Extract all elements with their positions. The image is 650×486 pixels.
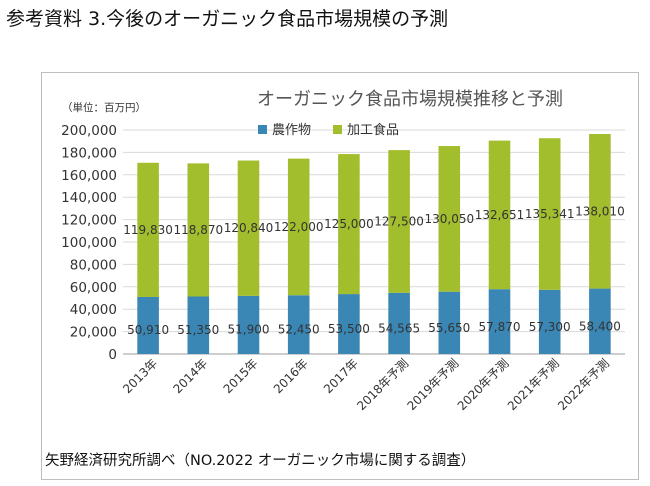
bar-segment-crops bbox=[488, 289, 511, 354]
x-tick-label: 2018年予測 bbox=[354, 356, 411, 413]
page-heading: 参考資料 3.今後のオーガニック食品市場規模の予測 bbox=[6, 8, 449, 30]
data-label: 118,870 bbox=[173, 223, 223, 237]
legend-swatch-crops bbox=[258, 125, 267, 134]
y-tick-label: 180,000 bbox=[61, 145, 117, 161]
data-label: 57,870 bbox=[479, 320, 521, 334]
y-tick-label: 160,000 bbox=[61, 168, 117, 184]
legend-label-processed-food: 加工食品 bbox=[347, 122, 399, 138]
legend-swatch-processed-food bbox=[333, 125, 342, 134]
bar-segment-processed-food bbox=[338, 154, 360, 295]
chart-title: オーガニック食品市場規模推移と予測 bbox=[257, 89, 563, 110]
x-tick-label: 2015年 bbox=[221, 356, 261, 396]
y-tick-label: 80,000 bbox=[70, 257, 117, 273]
data-label: 57,300 bbox=[529, 320, 571, 334]
bars bbox=[137, 134, 611, 354]
y-tick-label: 200,000 bbox=[61, 123, 117, 139]
data-label: 132,651 bbox=[475, 208, 525, 222]
bar-segment-processed-food bbox=[287, 158, 310, 296]
x-tick-label: 2021年予測 bbox=[505, 356, 562, 413]
data-label: 138,010 bbox=[575, 204, 625, 218]
legend: 農作物 加工食品 bbox=[258, 122, 399, 138]
y-tick-label: 140,000 bbox=[61, 190, 117, 206]
legend-label-crops: 農作物 bbox=[272, 123, 311, 138]
bar-segment-processed-food bbox=[237, 160, 260, 296]
bar-segment-crops bbox=[388, 292, 410, 354]
x-tick-label: 2016年 bbox=[271, 356, 311, 396]
bar-segment-crops bbox=[338, 294, 360, 354]
bar-segment-crops bbox=[589, 288, 611, 354]
bar-segment-processed-food bbox=[538, 138, 561, 290]
x-tick-label: 2022年予測 bbox=[555, 356, 612, 413]
data-label: 120,840 bbox=[224, 221, 274, 235]
x-tick-label: 2014年 bbox=[170, 356, 210, 396]
data-label: 125,000 bbox=[324, 217, 374, 231]
data-label: 122,000 bbox=[274, 220, 324, 234]
bar-segment-processed-food bbox=[137, 162, 159, 297]
data-label: 53,500 bbox=[328, 322, 370, 336]
bar-segment-processed-food bbox=[187, 163, 210, 297]
x-tick-label: 2013年 bbox=[120, 356, 160, 396]
data-label: 55,650 bbox=[428, 321, 470, 335]
y-tick-label: 20,000 bbox=[70, 325, 117, 341]
data-label: 54,565 bbox=[378, 321, 420, 335]
data-labels: 50,910 119,830 51,350 118,870 51,900 120,840 5… bbox=[123, 204, 624, 337]
y-tick-label: 120,000 bbox=[61, 213, 117, 229]
bar-segment-crops bbox=[287, 295, 310, 354]
bar-segment-processed-food bbox=[589, 134, 611, 289]
data-label: 58,400 bbox=[579, 320, 621, 334]
data-label: 119,830 bbox=[123, 223, 173, 237]
data-label: 51,900 bbox=[228, 323, 270, 337]
y-tick-label: 40,000 bbox=[70, 302, 117, 318]
data-label: 130,050 bbox=[424, 212, 474, 226]
bar-segment-crops bbox=[187, 296, 210, 354]
y-tick-label: 60,000 bbox=[70, 280, 117, 296]
bar-segment-processed-food bbox=[388, 150, 410, 293]
source-note: 矢野経済研究所調べ（NO.2022 オーガニック市場に関する調査） bbox=[45, 453, 476, 469]
x-tick-label: 2020年予測 bbox=[455, 356, 512, 413]
bar-segment-crops bbox=[538, 289, 561, 354]
data-label: 50,910 bbox=[127, 323, 169, 337]
stacked-bar-chart: 50,910 119,830 51,350 118,870 51,900 120,840 5… bbox=[61, 89, 625, 413]
bar-segment-crops bbox=[438, 291, 461, 354]
bar-segment-crops bbox=[137, 296, 159, 354]
x-tick-label: 2019年予測 bbox=[404, 356, 461, 413]
bar-segment-processed-food bbox=[488, 140, 511, 290]
x-tick-label: 2017年 bbox=[321, 356, 361, 396]
chart-frame: 50,910 119,830 51,350 118,870 51,900 120,840 5… bbox=[41, 72, 639, 480]
y-tick-label: 100,000 bbox=[61, 235, 117, 251]
bar-segment-crops bbox=[237, 295, 260, 354]
data-label: 52,450 bbox=[278, 322, 320, 336]
data-label: 135,341 bbox=[525, 207, 575, 221]
y-tick-label: 0 bbox=[108, 347, 117, 363]
data-label: 127,500 bbox=[374, 214, 424, 228]
unit-label: （単位：百万円） bbox=[62, 101, 146, 114]
data-label: 51,350 bbox=[177, 323, 219, 337]
bar-segment-processed-food bbox=[438, 146, 461, 292]
